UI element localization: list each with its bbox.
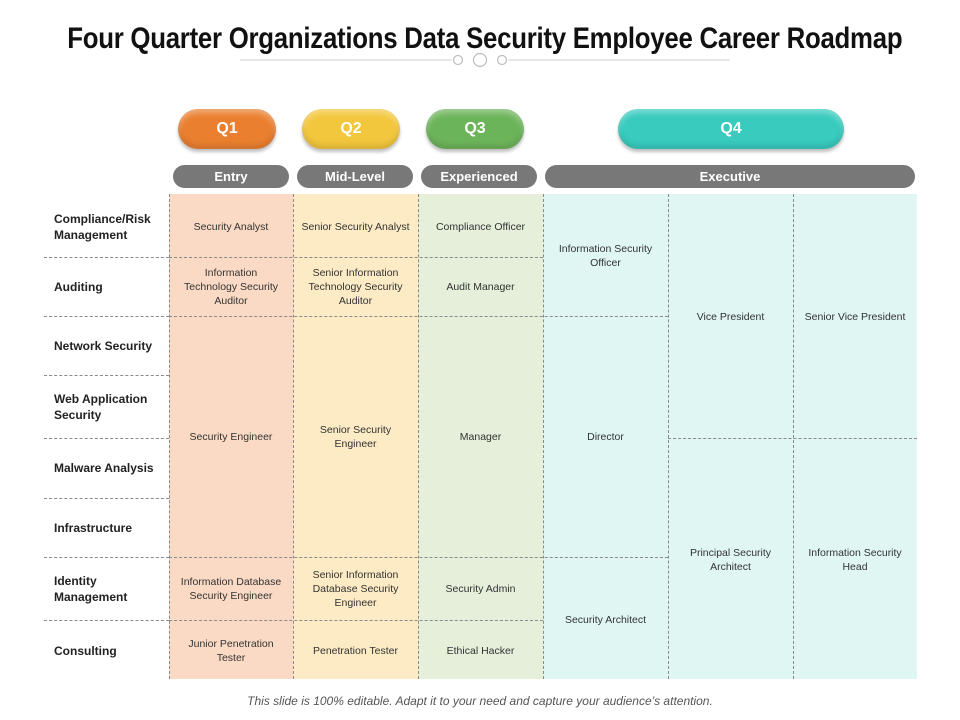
- level-experienced: Experienced: [421, 165, 537, 188]
- row-divider: [44, 438, 169, 439]
- cell-senior-security-analyst: Senior Security Analyst: [301, 220, 410, 233]
- quarter-q3: Q3: [426, 109, 524, 149]
- row-divider: [44, 375, 169, 376]
- quarter-q4: Q4: [618, 109, 844, 149]
- cell-penetration-tester: Penetration Tester: [312, 645, 399, 657]
- row-label-consulting: Consulting: [54, 644, 117, 658]
- cell-vice-president: Vice President: [696, 311, 765, 323]
- cell-security-analyst: Security Analyst: [193, 220, 269, 233]
- row-divider: [44, 620, 169, 621]
- page-title: Four Quarter Organizations Data Security…: [67, 22, 903, 55]
- column-divider: [543, 194, 544, 679]
- column-experienced-bg: [418, 194, 543, 679]
- cell-director: Director: [587, 430, 624, 443]
- cell-senior-vice-president: Senior Vice President: [804, 311, 906, 323]
- grid-divider: [169, 557, 668, 558]
- cell-information-security-officer: Information Security Officer: [558, 243, 653, 269]
- cell-principal-security-architect: Principal Security Architect: [689, 547, 772, 573]
- row-label-malware-analysis: Malware Analysis: [54, 461, 154, 475]
- column-entry-bg: [169, 194, 293, 679]
- footer-note: This slide is 100% editable. Adapt it to…: [247, 694, 713, 708]
- column-executive-bg: [543, 194, 917, 679]
- row-label-auditing: Auditing: [54, 279, 103, 294]
- grid-divider: [169, 257, 543, 258]
- row-label-network-security: Network Security: [54, 338, 153, 353]
- cell-compliance-officer: Compliance Officer: [435, 220, 526, 233]
- cell-information-database-security-engineer: Information Database Security Engineer: [180, 575, 282, 602]
- grid-divider: [668, 438, 917, 439]
- cell-security-engineer: Security Engineer: [189, 430, 273, 443]
- cell-senior-security-engineer: Senior Security Engineer: [319, 423, 392, 450]
- row-divider: [44, 257, 169, 258]
- level-entry: Entry: [173, 165, 289, 188]
- quarter-q2: Q2: [302, 109, 400, 149]
- grid-divider: [169, 316, 668, 317]
- cell-senior-it-security-auditor: Senior Information Technology Security A…: [308, 266, 403, 307]
- cell-information-security-head: Information Security Head: [808, 547, 902, 573]
- row-divider: [44, 557, 169, 558]
- row-label-web-application-security: Web Application Security: [54, 391, 148, 422]
- row-divider: [44, 316, 169, 317]
- row-label-identity-management: Identity Management: [54, 573, 128, 604]
- row-label-infrastructure: Infrastructure: [54, 520, 133, 535]
- column-mid-bg: [293, 194, 418, 679]
- cell-senior-information-database-security-engineer: Senior Information Database Security Eng…: [312, 568, 399, 609]
- cell-junior-penetration-tester: Junior Penetration Tester: [188, 638, 274, 664]
- column-divider: [293, 194, 294, 679]
- level-executive: Executive: [545, 165, 915, 188]
- quarter-q1: Q1: [178, 109, 276, 149]
- cell-security-architect: Security Architect: [564, 613, 647, 626]
- column-divider: [668, 194, 669, 679]
- cell-it-security-auditor: Information Technology Security Auditor: [184, 266, 278, 307]
- row-divider: [44, 498, 169, 499]
- cell-security-admin: Security Admin: [445, 582, 516, 595]
- column-divider: [169, 194, 170, 679]
- cell-audit-manager: Audit Manager: [446, 280, 515, 293]
- cell-ethical-hacker: Ethical Hacker: [446, 645, 515, 657]
- level-mid: Mid-Level: [297, 165, 413, 188]
- column-divider: [418, 194, 419, 679]
- cell-manager: Manager: [459, 430, 502, 443]
- title-divider-ornament: [240, 52, 730, 68]
- row-label-compliance: Compliance/Risk Management: [54, 211, 151, 242]
- grid-divider: [169, 620, 543, 621]
- column-divider: [793, 194, 794, 679]
